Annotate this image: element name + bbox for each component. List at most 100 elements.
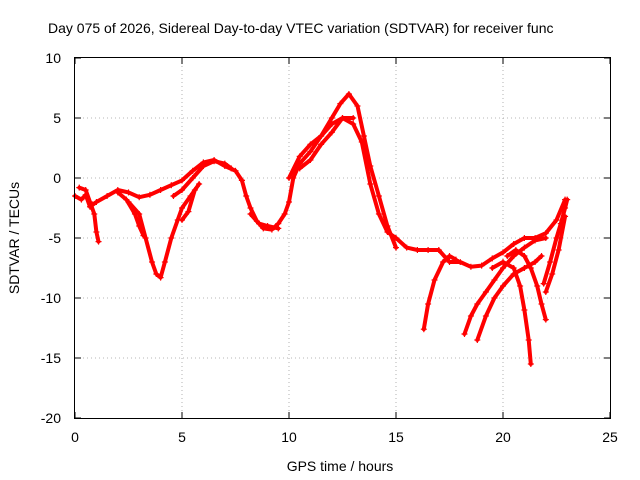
data-point [540,280,547,287]
data-point [457,259,464,265]
series-line-track-01 [73,158,244,209]
data-point [146,191,153,198]
series-line-track-04 [126,182,202,280]
data-point [339,115,346,121]
x-axis: 0 5 10 15 20 25 [71,58,618,445]
data-point [318,133,325,139]
series-line-track-17 [543,214,568,294]
data-point [307,157,314,163]
data-point [532,237,539,244]
data-point [384,223,391,229]
data-point [168,182,175,189]
series-line-track-12 [462,236,548,336]
data-point [510,253,517,259]
data-point [521,265,528,271]
data-point [125,199,132,205]
data-point [547,259,554,265]
data-point [307,141,314,148]
data-point [328,121,335,127]
data-point [525,337,532,343]
data-point [179,217,185,223]
data-point [179,187,185,193]
data-point [296,165,303,172]
data-point [482,289,489,295]
data-point [350,115,357,121]
data-point [538,253,545,259]
data-point [521,253,528,259]
data-point [275,225,282,232]
data-point [384,229,391,235]
data-point [170,193,177,199]
y-tick-label: -20 [41,410,61,426]
data-point [512,247,519,253]
y-axis-label: SDTVAR / TECUs [6,182,22,294]
data-point [157,274,164,281]
data-point [228,165,235,172]
data-point [489,255,496,262]
data-point [461,331,468,337]
x-tick-label: 5 [178,429,186,445]
data-point [414,247,421,253]
data-point [76,184,83,191]
data-point [367,163,374,169]
y-tick-label: -10 [41,290,61,306]
series-line-track-13 [475,254,544,342]
x-tick-label: 20 [495,429,511,445]
data-point [564,196,571,203]
data-point [200,163,207,169]
data-point [500,259,506,265]
data-point [542,289,549,295]
data-point [286,199,292,205]
data-point [521,244,528,251]
data-point [268,226,275,233]
data-point [260,225,267,232]
data-point [527,265,534,271]
data-point [104,193,111,199]
data-point [328,115,335,121]
data-point [553,235,560,241]
data-point [467,313,474,319]
data-point [196,181,203,187]
data-point [440,259,447,265]
data-point [243,193,250,199]
data-point [446,253,453,259]
data-point [393,235,399,241]
data-point [489,265,496,271]
data-point [521,307,528,313]
data-point [161,259,168,265]
data-point [142,235,149,241]
data-point [136,211,143,217]
data-point [478,262,485,269]
x-axis-label: GPS time / hours [287,458,394,474]
data-point [425,247,432,253]
data-point [168,235,175,241]
data-point [555,247,562,253]
data-point [93,199,100,205]
data-point [452,256,459,263]
data-point [153,271,160,277]
data-point [425,301,432,307]
series-line-track-02 [77,185,101,244]
data-point [281,211,288,217]
data-point [367,181,374,187]
data-point [86,199,93,205]
data-point [179,177,185,184]
data-point [360,133,367,139]
data-point [482,313,489,319]
data-point [510,265,517,271]
data-point [474,301,481,307]
series-line-track-08 [248,212,281,231]
data-point [318,141,325,148]
data-point [542,235,549,241]
data-point [91,211,98,217]
data-point [337,100,344,107]
series-line-track-16 [541,197,570,286]
data-point [500,249,506,256]
y-tick-label: 5 [53,110,61,126]
data-point [500,283,506,289]
data-point [149,259,156,265]
data-point [510,271,517,277]
data-point [549,271,556,277]
